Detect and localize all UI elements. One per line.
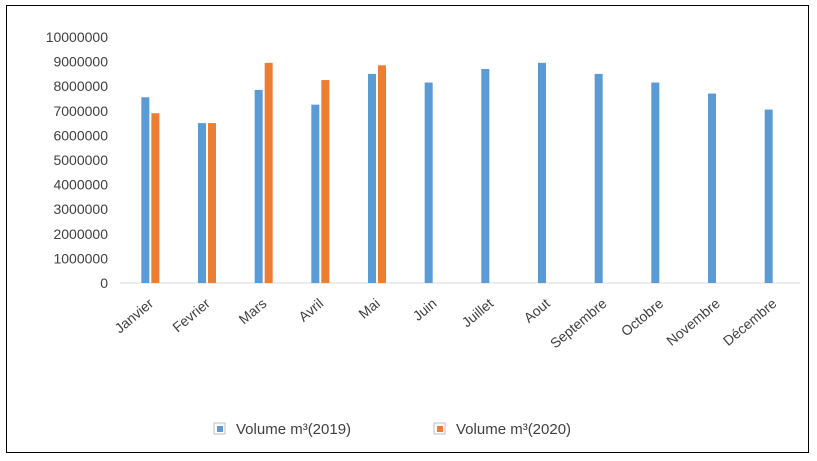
x-tick-label: Juillet (459, 295, 497, 330)
x-tick-label: Fevrier (169, 295, 213, 335)
bar-2019-juillet (481, 68, 490, 283)
bar-2019-juin (424, 82, 433, 283)
legend-label: Volume m³(2019) (236, 421, 351, 438)
bar-2019-fevrier (198, 123, 206, 283)
bars (141, 62, 773, 284)
legend-label: Volume m³(2020) (456, 421, 571, 438)
x-tick-label: Mars (235, 295, 269, 327)
legend: Volume m³(2019) Volume m³(2020) (213, 421, 571, 438)
bar-2019-septembre (594, 73, 603, 284)
y-tick-label: 9000000 (53, 54, 108, 70)
y-tick-label: 6000000 (53, 127, 108, 143)
bar-2019-aout (538, 62, 546, 283)
y-tick-label: 1000000 (53, 250, 108, 266)
legend-swatch-frame (213, 422, 226, 435)
x-tick-label: Janvier (111, 295, 156, 336)
y-tick-label: 4000000 (53, 177, 108, 193)
y-tick-label: 10000000 (46, 29, 109, 45)
bar-2019-novembre (708, 93, 716, 283)
bar-2020-fevrier (208, 123, 216, 283)
x-tick-label: Septembre (547, 295, 610, 351)
y-tick-label: 7000000 (53, 103, 108, 119)
legend-swatch-frame (433, 422, 446, 435)
bar-2019-mars (254, 89, 263, 283)
x-axis-labels: Janvier Fevrier Mars Avril Mai Juin Juillet Aou… (111, 295, 779, 351)
bar-2020-avril (321, 80, 330, 283)
x-tick-label: Juin (410, 295, 440, 324)
y-tick-label: 8000000 (53, 78, 108, 94)
y-tick-label: 0 (100, 275, 108, 291)
y-tick-label: 5000000 (53, 152, 108, 168)
bar-2019-décembre (764, 109, 773, 283)
x-tick-label: Aout (521, 295, 553, 326)
x-tick-label: Décembre (720, 295, 780, 349)
x-tick-label: Avril (295, 295, 326, 325)
y-tick-label: 2000000 (53, 226, 108, 242)
legend-swatch (437, 426, 443, 432)
bar-2020-mai (378, 65, 386, 283)
bar-2019-avril (311, 104, 320, 284)
x-tick-label: Novembre (663, 295, 723, 349)
y-axis-ticks: 0 1000000 2000000 3000000 4000000 5000000 6000… (46, 29, 109, 291)
x-tick-label: Octobre (618, 295, 667, 339)
x-tick-label: Mai (355, 295, 383, 322)
bar-2019-octobre (651, 82, 660, 283)
y-tick-label: 3000000 (53, 201, 108, 217)
chart-frame (6, 5, 809, 453)
bar-2020-janvier (151, 113, 160, 283)
legend-swatch (217, 426, 223, 432)
bar-2019-janvier (141, 97, 150, 284)
bar-2020-mars (264, 62, 273, 283)
bar-2019-mai (368, 73, 376, 284)
